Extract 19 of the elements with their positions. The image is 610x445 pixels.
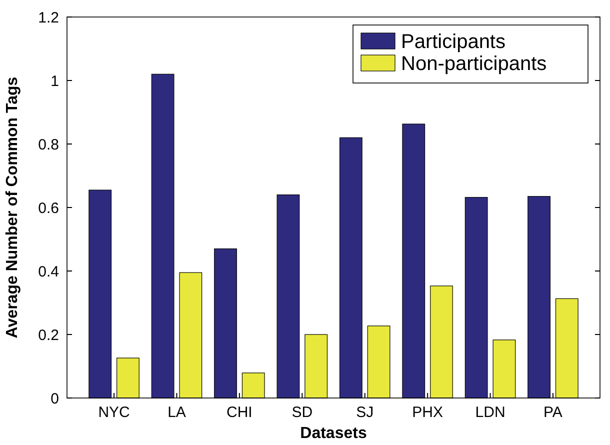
y-tick-label: 0 (50, 390, 59, 408)
y-tick-label: 0.2 (38, 326, 59, 344)
x-tick-label: NYC (98, 404, 130, 421)
legend-label: Non-participants (401, 53, 547, 75)
y-axis-title: Average Number of Common Tags (4, 76, 21, 338)
y-tick-label: 0.8 (38, 136, 59, 154)
x-tick-label: LDN (475, 404, 506, 421)
legend-label: Participants (401, 31, 506, 53)
x-tick-label: CHI (226, 404, 252, 421)
x-tick-label: SD (292, 404, 313, 421)
y-tick-label: 1.2 (38, 9, 59, 26)
y-tick-label: 0.4 (38, 263, 59, 280)
y-tick-label: 1 (50, 72, 59, 90)
y-tick-label: 0.6 (38, 200, 59, 217)
x-tick-label: PA (544, 404, 562, 421)
x-tick-label: SJ (356, 404, 374, 421)
x-tick-label: PHX (412, 404, 443, 421)
x-tick-label: LA (168, 404, 186, 421)
x-axis-title: Datasets (300, 425, 367, 442)
